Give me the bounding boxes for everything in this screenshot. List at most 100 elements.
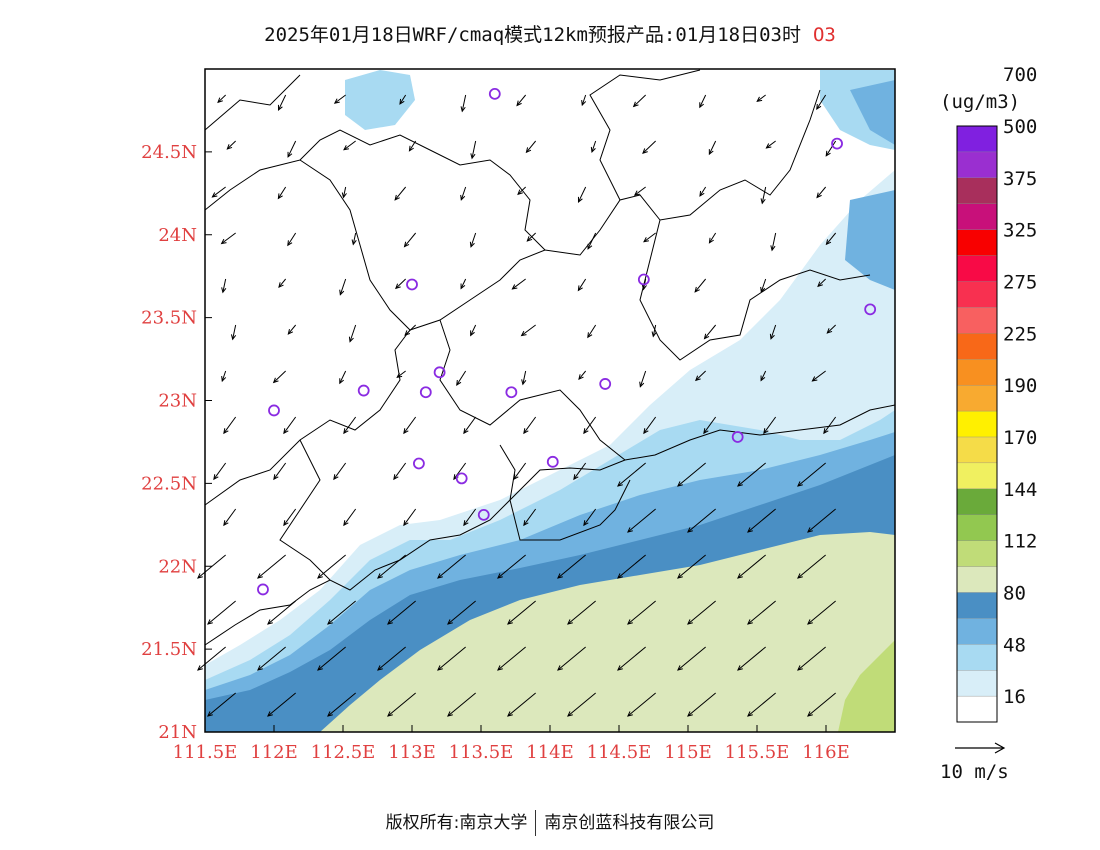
y-tick-label: 23N	[158, 391, 197, 412]
wind-arrow-shaft	[737, 462, 766, 487]
wind-arrow-shaft	[812, 370, 826, 382]
colorbar-label: 275	[1003, 271, 1037, 293]
colorbar-swatch	[956, 670, 998, 697]
wind-arrow-head	[267, 711, 273, 717]
wind-arrow-shaft	[825, 140, 837, 157]
wind-arrow-shaft	[343, 508, 357, 526]
wind-arrow-head	[277, 193, 283, 200]
wind-arrow-shaft	[343, 140, 356, 151]
wind-arrow-head	[197, 573, 203, 579]
wind-arrow-head	[816, 103, 822, 110]
wind-arrow-shaft	[797, 462, 826, 487]
wind-arrow-head	[695, 375, 701, 382]
station-marker	[864, 303, 877, 316]
wind-arrow-shaft	[226, 140, 236, 150]
wind-arrow-head	[277, 104, 283, 111]
wind-arrow-shaft	[617, 554, 646, 579]
colorbar-swatch	[956, 410, 998, 438]
y-tick-label: 22N	[158, 556, 197, 577]
wind-arrow-head	[747, 711, 753, 717]
wind-arrow-head	[577, 285, 583, 292]
wind-legend-label: 10 m/s	[940, 761, 1009, 783]
coastline	[204, 404, 896, 646]
inner-boundary-3	[204, 329, 411, 506]
station-marker	[455, 472, 468, 485]
wind-arrow-head	[737, 573, 743, 579]
wind-arrow-head	[807, 527, 813, 533]
wind-arrow-shaft	[747, 600, 776, 625]
wind-arrow-shaft	[409, 140, 417, 152]
wind-arrow-head	[283, 428, 289, 435]
wind-arrow-head	[497, 665, 503, 671]
station-marker	[406, 278, 418, 291]
footer: 版权所有:南京大学 南京创蓝科技有限公司	[0, 808, 1100, 836]
wind-arrow-head	[387, 711, 393, 717]
wind-arrow-head	[797, 481, 803, 487]
wind-arrow-shaft	[639, 370, 647, 387]
wind-arrow-shaft	[283, 508, 297, 526]
wind-arrow-shaft	[703, 416, 717, 434]
wind-arrow-shaft	[343, 416, 357, 434]
wind-arrow-head	[404, 330, 411, 336]
wind-arrow-head	[267, 619, 273, 625]
wind-arrow-shaft	[512, 278, 526, 290]
wind-arrow-head	[513, 474, 519, 481]
wind-arrow-shaft	[652, 324, 657, 337]
wind-arrow-shaft	[396, 370, 406, 378]
wind-arrow-head	[769, 333, 775, 340]
wind-arrow-shaft	[517, 186, 526, 195]
wind-arrow-shaft	[352, 232, 357, 245]
wind-arrow-shaft	[521, 324, 536, 336]
wind-arrow-head	[207, 619, 213, 625]
colorbar-swatch	[956, 177, 998, 204]
wind-arrow-head	[797, 665, 803, 671]
x-tick-label: 113.5E	[449, 742, 514, 763]
wind-arrow-head	[526, 236, 533, 242]
wind-arrow-head	[825, 239, 832, 246]
y-tick-label: 22.5N	[141, 473, 197, 494]
colorbar-swatch	[956, 229, 998, 256]
wind-arrow-shaft	[587, 232, 597, 250]
colorbar-swatch	[956, 644, 998, 671]
wind-arrow-shaft	[334, 94, 346, 104]
wind-arrow-head	[617, 573, 623, 579]
wind-arrow-head	[578, 374, 584, 381]
wind-arrow-shaft	[704, 324, 717, 339]
wind-arrow-shaft	[770, 324, 777, 339]
colorbar-swatch	[956, 618, 998, 645]
inner-boundary-2	[589, 69, 701, 201]
wind-arrow-shaft	[634, 186, 646, 196]
y-tick-label: 21.5N	[141, 639, 197, 660]
wind-arrow-head	[627, 619, 633, 625]
wind-arrow-shaft	[470, 232, 477, 247]
x-tick-label: 114E	[526, 742, 574, 763]
colorbar-swatch	[956, 436, 998, 464]
wind-arrow-head	[756, 96, 763, 103]
wind-arrow-head	[643, 237, 650, 243]
x-tick-label: 112E	[250, 742, 298, 763]
y-tick-label: 24N	[158, 225, 197, 246]
wind-arrow-shaft	[342, 186, 347, 198]
wind-arrow-head	[257, 665, 263, 671]
wind-arrow-shaft	[273, 462, 287, 480]
wind-arrow-head	[343, 428, 349, 435]
wind-arrow-head	[399, 98, 405, 105]
wind-arrow-head	[687, 527, 693, 533]
colorbar-swatch	[956, 333, 998, 360]
wind-arrow-head	[811, 376, 818, 382]
station-marker	[546, 455, 559, 468]
wind-arrow-head	[557, 573, 563, 579]
wind-arrow-shaft	[583, 416, 597, 434]
wind-arrow-head	[272, 377, 279, 384]
colorbar-swatch	[956, 203, 998, 230]
wind-arrow-head	[221, 375, 227, 383]
wind-arrow-head	[403, 520, 409, 527]
wind-arrow-head	[642, 148, 648, 154]
wind-arrow-shaft	[447, 600, 476, 625]
colorbar-label: 16	[1003, 686, 1026, 708]
inner-boundary-1	[299, 129, 546, 251]
wind-arrow-head	[343, 145, 350, 151]
wind-arrow-head	[403, 428, 409, 435]
wind-arrow-shaft	[816, 186, 827, 198]
colorbar-label: 500	[1003, 116, 1037, 138]
